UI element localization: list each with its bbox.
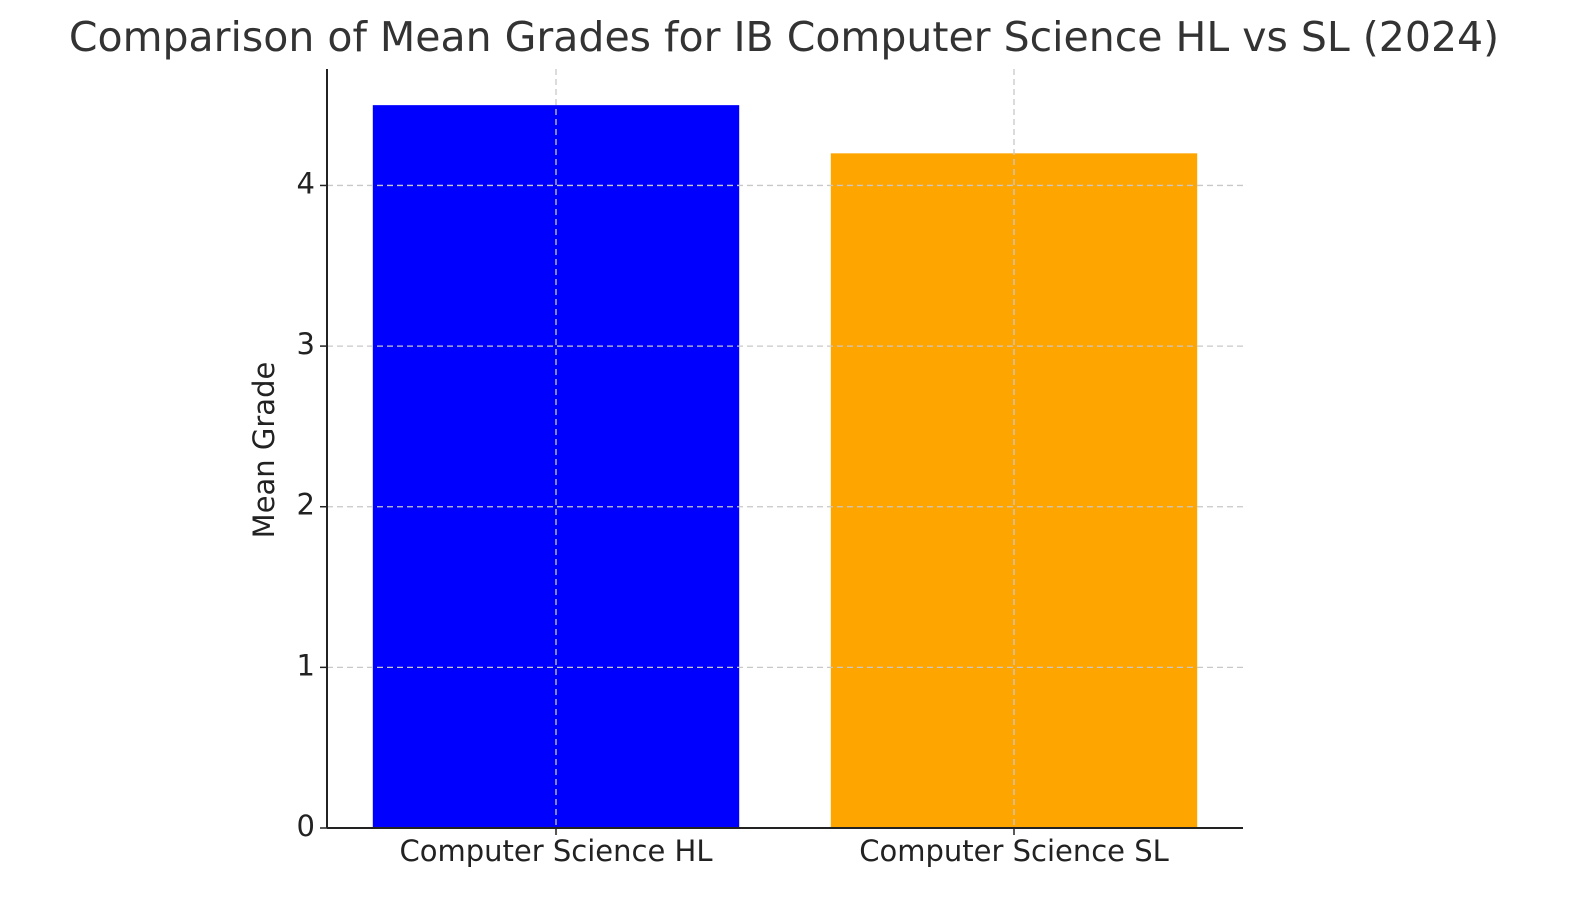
- y-tick-label: 2: [297, 488, 315, 522]
- y-tick-label: 0: [297, 809, 315, 843]
- x-tick-label: Computer Science SL: [859, 834, 1169, 868]
- bar: [372, 105, 740, 828]
- chart-title: Comparison of Mean Grades for IB Compute…: [69, 13, 1499, 61]
- y-tick-label: 4: [297, 166, 315, 200]
- y-tick-label: 1: [297, 648, 315, 682]
- x-tick-label: Computer Science HL: [400, 834, 713, 868]
- y-tick-label: 3: [297, 327, 315, 361]
- y-axis-label: Mean Grade: [247, 362, 281, 539]
